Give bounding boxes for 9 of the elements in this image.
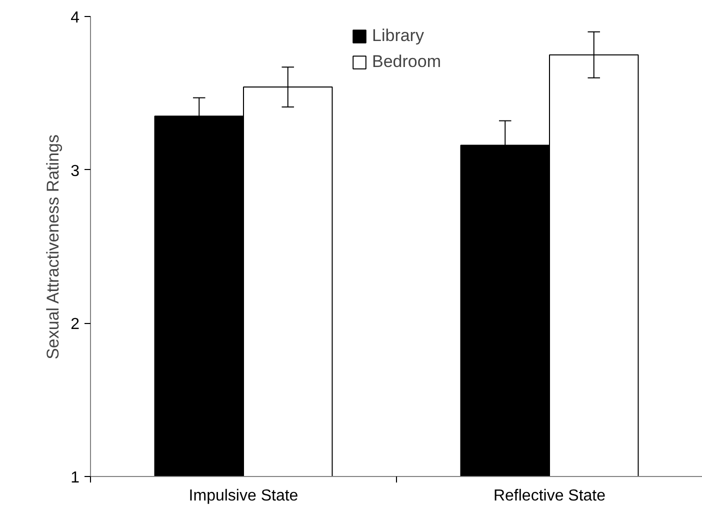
legend-label: Bedroom bbox=[372, 52, 441, 72]
y-axis-title: Sexual Attractiveness Ratings bbox=[44, 134, 63, 360]
x-tick-label: Impulsive State bbox=[188, 488, 298, 504]
y-tick-label: 1 bbox=[70, 470, 80, 486]
x-tick-label: Reflective State bbox=[493, 488, 606, 504]
legend-label: Library bbox=[372, 26, 424, 46]
y-tick-label: 4 bbox=[70, 10, 80, 26]
y-tick-label: 3 bbox=[70, 162, 80, 180]
y-tick-label: 2 bbox=[70, 316, 80, 334]
